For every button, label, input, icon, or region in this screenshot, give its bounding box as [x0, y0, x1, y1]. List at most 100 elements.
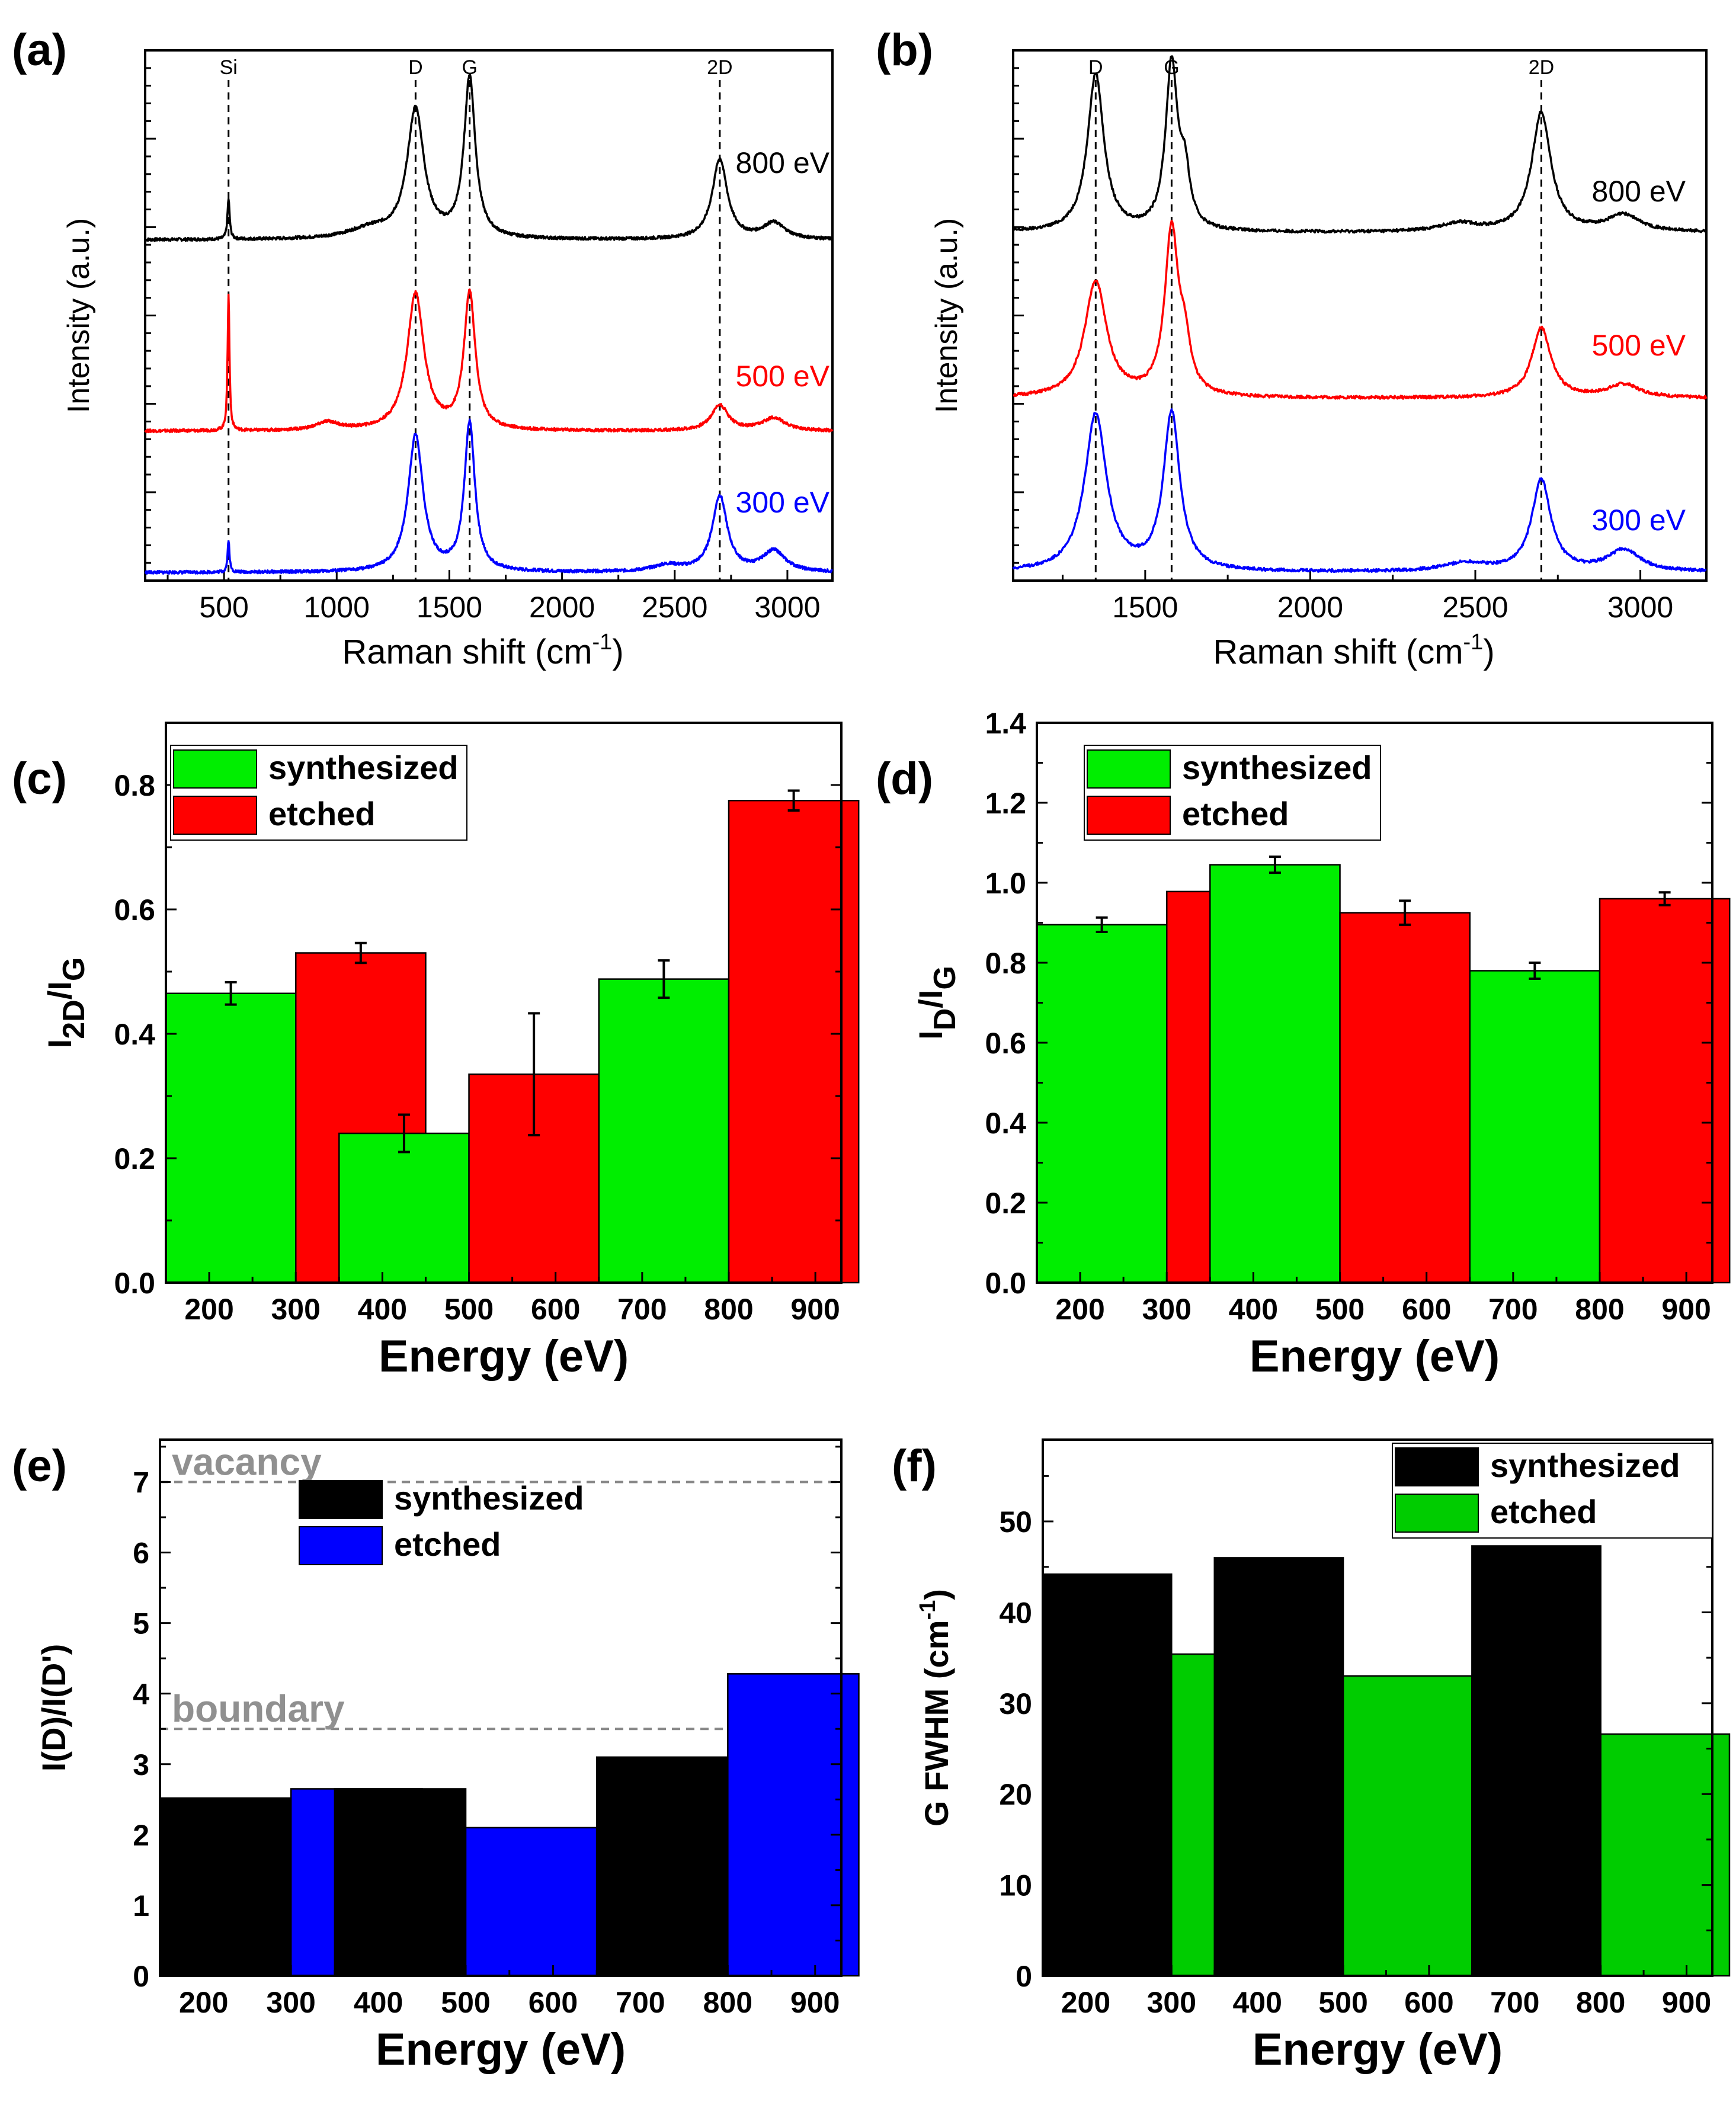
x-tick-label: 1500 — [417, 591, 482, 624]
legend-swatch — [173, 749, 257, 789]
x-tick-label: 200 — [1061, 1986, 1110, 2019]
x-tick-label: 300 — [271, 1293, 321, 1326]
y-tick-label: 1 — [133, 1889, 149, 1922]
legend-label: etched — [394, 1526, 501, 1563]
y-axis-title-part: /I — [912, 990, 949, 1008]
legend-swatch — [299, 1480, 383, 1519]
y-tick-label: 0.2 — [114, 1142, 155, 1175]
x-axis-title: Energy (eV) — [1250, 1331, 1500, 1382]
panel-label: (d) — [876, 754, 933, 804]
series-label: 500 eV — [736, 360, 830, 393]
y-tick-label: 0 — [1016, 1960, 1032, 1993]
x-tick-label: 400 — [1229, 1293, 1278, 1326]
legend: synthesized etched — [1084, 745, 1381, 841]
peak-marker-label: D — [1088, 56, 1103, 79]
legend-label: synthesized — [1490, 1447, 1680, 1484]
x-tick-label: 500 — [441, 1986, 490, 2019]
plot-frame — [165, 722, 843, 1284]
x-tick-label: 2000 — [529, 591, 595, 624]
y-tick-label: 7 — [133, 1466, 149, 1499]
bar — [1339, 912, 1471, 1284]
legend-swatch — [299, 1526, 383, 1565]
x-tick-label: 900 — [790, 1293, 840, 1326]
y-tick-label: 0.6 — [985, 1027, 1026, 1060]
bar — [338, 1132, 470, 1284]
panel-label: (c) — [12, 754, 67, 804]
spectrum-line — [144, 418, 833, 575]
x-tick-label: 600 — [1404, 1986, 1453, 2019]
x-tick-label: 500 — [444, 1293, 494, 1326]
series-label: 800 eV — [1592, 175, 1686, 208]
panel-label: (b) — [876, 25, 933, 75]
bar — [465, 1827, 598, 1977]
plot-frame — [159, 1438, 843, 1977]
y-axis-title-sub: G — [57, 957, 91, 981]
y-tick-label: 0.0 — [114, 1267, 155, 1300]
y-axis-title-part: G FWHM (cm — [918, 1620, 955, 1827]
x-tick-label: 3000 — [754, 591, 820, 624]
bar — [1469, 970, 1601, 1284]
x-tick-label: 900 — [790, 1986, 840, 2019]
spectrum-line — [1012, 55, 1707, 234]
legend: synthesized etched — [299, 1479, 584, 1565]
panel-label: (a) — [12, 25, 67, 75]
y-tick-label: 20 — [999, 1778, 1032, 1811]
y-axis-title: I(D)/I(D') — [35, 1644, 72, 1771]
y-tick-label: 5 — [133, 1607, 149, 1640]
y-tick-label: 2 — [133, 1819, 149, 1852]
legend: synthesized etched — [1392, 1443, 1713, 1539]
panel-label: (f) — [892, 1441, 937, 1491]
bar — [1042, 1573, 1173, 1977]
x-axis-title-sup: -1 — [592, 630, 613, 655]
spectrum-line — [1013, 219, 1708, 400]
reference-label: vacancy — [172, 1440, 322, 1483]
y-tick-label: 1.4 — [985, 707, 1026, 740]
x-tick-label: 800 — [703, 1986, 752, 2019]
bar — [1342, 1675, 1473, 1977]
y-axis-title-part: ) — [918, 1589, 955, 1600]
bar — [727, 1673, 860, 1977]
y-axis-title: Intensity (a.u.) — [62, 218, 96, 413]
x-axis-title: Energy (eV) — [376, 2024, 626, 2075]
x-axis-title: Raman shift (cm-1) — [1213, 630, 1494, 671]
y-tick-label: 0 — [133, 1960, 149, 1993]
bar — [595, 1756, 729, 1977]
legend-swatch — [1395, 1447, 1479, 1486]
x-tick-label: 700 — [1490, 1986, 1539, 2019]
y-axis-title: G FWHM (cm-1) — [915, 1589, 955, 1827]
y-tick-label: 0.6 — [114, 893, 155, 927]
spectrum-line — [1012, 408, 1707, 573]
y-tick-label: 30 — [999, 1687, 1032, 1720]
bar — [165, 992, 297, 1284]
y-tick-label: 50 — [999, 1505, 1032, 1539]
y-tick-label: 4 — [133, 1678, 149, 1711]
legend-swatch — [1395, 1494, 1479, 1533]
legend-swatch — [1087, 749, 1171, 789]
y-axis-title: ID/IG — [912, 966, 962, 1040]
bar — [728, 800, 860, 1284]
spectrum-line — [145, 73, 834, 242]
peak-marker-label: 2D — [707, 56, 732, 79]
y-tick-label: 3 — [133, 1748, 149, 1781]
peak-marker-label: Si — [220, 56, 238, 79]
y-tick-label: 0.0 — [985, 1267, 1026, 1300]
x-tick-label: 200 — [179, 1986, 228, 2019]
x-tick-label: 500 — [1315, 1293, 1365, 1326]
bar — [159, 1797, 292, 1977]
x-tick-label: 300 — [266, 1986, 315, 2019]
y-tick-label: 0.4 — [114, 1018, 155, 1051]
legend-label: etched — [1490, 1493, 1597, 1530]
x-axis-title: Energy (eV) — [1253, 2024, 1503, 2075]
legend-swatch — [173, 796, 257, 835]
y-tick-label: 0.4 — [985, 1107, 1026, 1140]
y-axis-title: Intensity (a.u.) — [930, 218, 964, 413]
y-axis-title-part: I(D)/I(D') — [35, 1644, 72, 1771]
series-label: 500 eV — [1592, 329, 1686, 362]
legend-label: synthesized — [1182, 749, 1372, 786]
series-label: 800 eV — [736, 146, 830, 180]
spectrum-line — [144, 288, 834, 434]
x-tick-label: 700 — [616, 1986, 665, 2019]
y-tick-label: 10 — [999, 1869, 1032, 1902]
